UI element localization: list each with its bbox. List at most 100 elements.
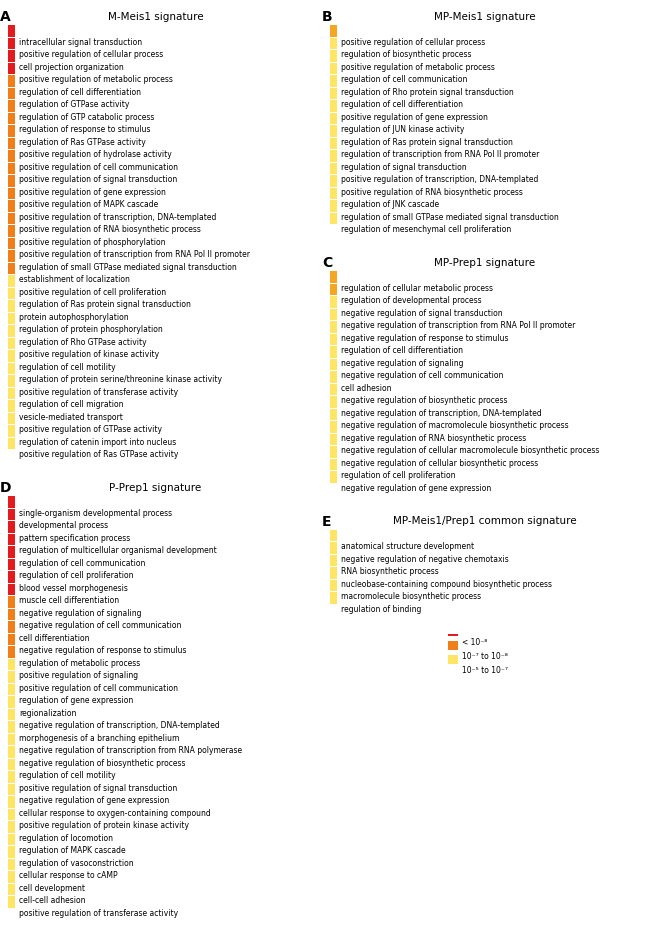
Bar	[330, 201, 337, 212]
Bar	[8, 87, 15, 99]
Bar	[448, 627, 458, 636]
Text: developmental process: developmental process	[19, 521, 108, 531]
Bar	[8, 325, 15, 337]
Text: regionalization: regionalization	[19, 708, 77, 718]
Bar	[330, 384, 337, 395]
Bar	[330, 101, 337, 111]
Text: regulation of cell differentiation: regulation of cell differentiation	[341, 100, 463, 109]
Text: positive regulation of cell communication: positive regulation of cell communicatio…	[19, 684, 178, 692]
Text: cellular response to cAMP: cellular response to cAMP	[19, 871, 118, 881]
Text: positive regulation of metabolic process: positive regulation of metabolic process	[341, 63, 495, 71]
Bar	[8, 897, 15, 907]
Text: protein autophosphorylation: protein autophosphorylation	[19, 313, 129, 321]
Text: regulation of protein serine/threonine kinase activity: regulation of protein serine/threonine k…	[19, 376, 222, 384]
Bar	[330, 372, 337, 382]
Bar	[448, 655, 458, 664]
Text: regulation of cell motility: regulation of cell motility	[19, 362, 116, 372]
Bar	[8, 262, 15, 274]
Bar	[8, 400, 15, 412]
Bar	[330, 271, 337, 282]
Bar	[330, 38, 337, 49]
Bar	[8, 138, 15, 149]
Text: positive regulation of cell proliferation: positive regulation of cell proliferatio…	[19, 288, 166, 297]
Text: negative regulation of transcription from RNA Pol II promoter: negative regulation of transcription fro…	[341, 321, 575, 330]
Text: cell projection organization: cell projection organization	[19, 63, 124, 71]
Text: positive regulation of cellular process: positive regulation of cellular process	[341, 38, 486, 47]
Bar	[8, 521, 15, 533]
Text: positive regulation of cellular process: positive regulation of cellular process	[19, 50, 163, 59]
Bar	[8, 338, 15, 349]
Bar	[8, 188, 15, 199]
Bar	[330, 472, 337, 482]
Text: negative regulation of negative chemotaxis: negative regulation of negative chemotax…	[341, 554, 509, 564]
Text: regulation of JNK cascade: regulation of JNK cascade	[341, 201, 439, 209]
Bar	[8, 38, 15, 49]
Text: regulation of response to stimulus: regulation of response to stimulus	[19, 126, 151, 134]
Bar	[8, 75, 15, 87]
Text: negative regulation of cellular biosynthetic process: negative regulation of cellular biosynth…	[341, 458, 538, 468]
Text: regulation of vasoconstriction: regulation of vasoconstriction	[19, 859, 134, 867]
Bar	[8, 413, 15, 424]
Bar	[330, 26, 337, 37]
Bar	[8, 572, 15, 583]
Text: D: D	[0, 481, 12, 495]
Text: positive regulation of signaling: positive regulation of signaling	[19, 671, 138, 680]
Bar	[8, 883, 15, 895]
Text: negative regulation of macromolecule biosynthetic process: negative regulation of macromolecule bio…	[341, 421, 569, 430]
Bar	[8, 671, 15, 683]
Text: negative regulation of RNA biosynthetic process: negative regulation of RNA biosynthetic …	[341, 434, 526, 443]
Text: regulation of small GTPase mediated signal transduction: regulation of small GTPase mediated sign…	[341, 213, 559, 222]
Bar	[8, 584, 15, 595]
Text: cellular response to oxygen-containing compound: cellular response to oxygen-containing c…	[19, 808, 211, 818]
Bar	[8, 301, 15, 312]
Text: A: A	[0, 10, 11, 24]
Bar	[330, 175, 337, 186]
Text: positive regulation of MAPK cascade: positive regulation of MAPK cascade	[19, 201, 158, 209]
Text: morphogenesis of a branching epithelium: morphogenesis of a branching epithelium	[19, 734, 179, 743]
Text: E: E	[322, 514, 332, 529]
Bar	[8, 559, 15, 571]
Bar	[8, 696, 15, 708]
Text: negative regulation of transcription, DNA-templated: negative regulation of transcription, DN…	[19, 721, 220, 730]
Text: positive regulation of gene expression: positive regulation of gene expression	[341, 113, 488, 122]
Bar	[8, 437, 15, 449]
Bar	[8, 822, 15, 833]
Text: negative regulation of transcription from RNA polymerase: negative regulation of transcription fro…	[19, 747, 242, 755]
Bar	[8, 596, 15, 608]
Text: positive regulation of gene expression: positive regulation of gene expression	[19, 187, 166, 197]
Text: regulation of Ras protein signal transduction: regulation of Ras protein signal transdu…	[19, 301, 191, 309]
Text: regulation of cell communication: regulation of cell communication	[19, 559, 146, 568]
Text: regulation of Ras protein signal transduction: regulation of Ras protein signal transdu…	[341, 138, 513, 146]
Bar	[8, 425, 15, 437]
Text: positive regulation of kinase activity: positive regulation of kinase activity	[19, 350, 159, 359]
Text: negative regulation of cell communication: negative regulation of cell communicatio…	[341, 371, 503, 380]
Text: macromolecule biosynthetic process: macromolecule biosynthetic process	[341, 592, 481, 601]
Text: positive regulation of metabolic process: positive regulation of metabolic process	[19, 75, 173, 85]
Text: regulation of developmental process: regulation of developmental process	[341, 297, 482, 305]
Text: negative regulation of signaling: negative regulation of signaling	[19, 609, 142, 618]
Bar	[8, 113, 15, 125]
Bar	[330, 409, 337, 420]
Text: regulation of cell motility: regulation of cell motility	[19, 771, 116, 780]
Text: positive regulation of transcription, DNA-templated: positive regulation of transcription, DN…	[19, 213, 216, 222]
Text: positive regulation of protein kinase activity: positive regulation of protein kinase ac…	[19, 822, 189, 830]
Text: regulation of GTPase activity: regulation of GTPase activity	[19, 100, 129, 109]
Bar	[330, 580, 337, 592]
Text: negative regulation of response to stimulus: negative regulation of response to stimu…	[19, 647, 187, 655]
Bar	[8, 26, 15, 37]
Bar	[8, 659, 15, 670]
Text: cell differentiation: cell differentiation	[19, 633, 90, 643]
Bar	[8, 722, 15, 732]
Bar	[330, 50, 337, 62]
Text: pattern specification process: pattern specification process	[19, 534, 130, 543]
Bar	[330, 150, 337, 162]
Bar	[8, 609, 15, 620]
Bar	[8, 101, 15, 111]
Text: regulation of small GTPase mediated signal transduction: regulation of small GTPase mediated sign…	[19, 262, 237, 272]
Text: positive regulation of signal transduction: positive regulation of signal transducti…	[19, 175, 177, 184]
Bar	[8, 771, 15, 783]
Bar	[8, 288, 15, 300]
Text: regulation of transcription from RNA Pol II promoter: regulation of transcription from RNA Pol…	[341, 150, 540, 159]
Bar	[330, 434, 337, 445]
Bar	[8, 547, 15, 557]
